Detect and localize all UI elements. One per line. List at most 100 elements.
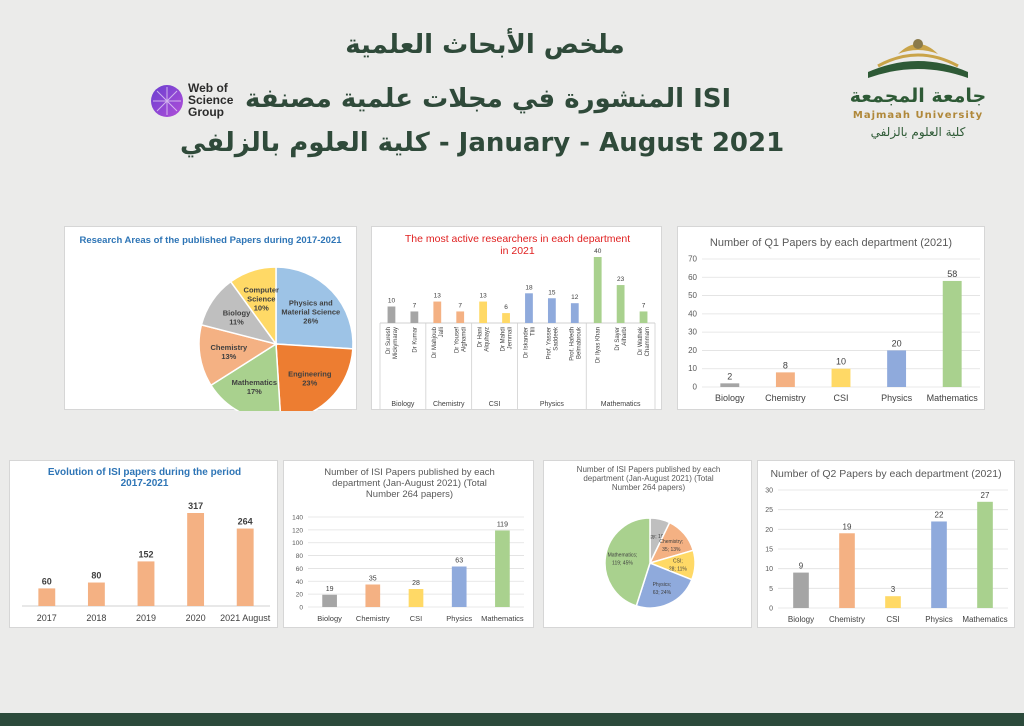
- group-label: Biology: [391, 401, 414, 408]
- isi-dept-bar-chart: 0 20 40 60 80 100 120 140 19 Biology 35 Chemistry 28…: [292, 515, 524, 623]
- researcher-name: Dr Mahjoub: [432, 326, 438, 358]
- web-of-science-logo: Web of Science Group: [150, 82, 245, 122]
- bar-value-label: 3: [891, 585, 896, 594]
- group-label: Physics: [540, 401, 565, 408]
- bar-value-label: 28: [412, 580, 420, 587]
- y-tick-label: 60: [688, 273, 697, 282]
- researcher-name: Dr Wathek: [638, 326, 644, 355]
- bar-value-label: 35: [369, 576, 377, 583]
- q1-panel: Number of Q1 Papers by each department (…: [677, 226, 985, 410]
- university-logo: جامعة المجمعة Majmaah University كلية ال…: [838, 30, 998, 145]
- pie-slice-3: [635, 562, 693, 609]
- wos-disc-icon: [151, 85, 183, 117]
- bar-value-label: 8: [783, 360, 788, 370]
- y-tick-label: 70: [688, 255, 697, 264]
- bar-value-label: 19: [326, 586, 334, 593]
- pie-slice-label-1: 35; 13%: [662, 547, 681, 553]
- pie-slice-label-2: Mathematics: [232, 378, 277, 387]
- pie-slice-label-4: 119; 45%: [612, 561, 633, 567]
- pie-slice-label-1: Chemistry;: [659, 539, 683, 545]
- pie-slice-label-2: CSI;: [673, 558, 683, 564]
- bar-physics: [451, 566, 467, 607]
- bar-physics: [931, 521, 947, 608]
- pie-slice-label-4: Mathematics;: [608, 553, 638, 559]
- pie-slice-label-2: 28; 11%: [669, 566, 688, 572]
- group-label: CSI: [489, 401, 501, 408]
- bar-value-label: 7: [458, 302, 462, 309]
- category-label: Biology: [715, 393, 745, 403]
- pie-slice-label-3: Physics;: [653, 582, 672, 588]
- pie-slice-label-5: 10%: [254, 304, 269, 313]
- pie-slice-label-5: Science: [247, 295, 275, 304]
- bar-value-label: 12: [571, 294, 579, 301]
- researcher-name: Prof. Hafedh: [569, 327, 575, 361]
- researcher-bar: [570, 303, 579, 323]
- bar-2021-august: [236, 528, 254, 606]
- y-tick-label: 30: [765, 488, 773, 495]
- bar-value-label: 6: [504, 304, 508, 311]
- bar-2020: [187, 513, 205, 606]
- evolution-bar-chart: 60 2017 80 2018 152 2019 317 2020 264 2021 August: [22, 501, 271, 623]
- pie-slice-label-1: Engineering: [288, 369, 332, 378]
- bar-csi: [831, 368, 851, 387]
- category-label: Physics: [881, 393, 913, 403]
- bar-value-label: 9: [799, 562, 804, 571]
- bar-value-label: 7: [413, 302, 417, 309]
- pie-slice-2: [209, 342, 281, 411]
- bar-csi: [885, 596, 901, 608]
- pie-slice-1: [275, 343, 354, 411]
- bar-value-label: 40: [594, 248, 602, 255]
- category-label: Physics: [446, 614, 472, 623]
- researcher-name: Dr Kumar: [412, 327, 418, 353]
- bar-value-label: 7: [642, 302, 646, 309]
- researcher-name: Prof. Yasser: [546, 327, 552, 359]
- category-label: Biology: [788, 615, 814, 624]
- bar-mathematics: [495, 530, 510, 607]
- y-tick-label: 30: [688, 328, 697, 337]
- researcher-name: Dr Iskander: [523, 327, 529, 358]
- bar-2018: [87, 582, 105, 606]
- pie-slice-0: [275, 266, 354, 350]
- bar-value-label: 152: [138, 549, 153, 559]
- pie-slice-label-0: Biology; 19; 7%: [639, 534, 674, 540]
- research-areas-panel: Research Areas of the published Papers d…: [64, 226, 357, 411]
- category-label: 2019: [136, 613, 156, 623]
- researcher-name: Alquhayz: [485, 327, 491, 352]
- category-label: Biology: [317, 614, 342, 623]
- y-tick-label: 15: [765, 547, 773, 554]
- y-tick-label: 25: [765, 507, 773, 514]
- y-tick-label: 140: [292, 515, 303, 522]
- bar-value-label: 80: [91, 571, 101, 581]
- y-tick-label: 10: [688, 364, 697, 373]
- wos-line2: Science: [188, 93, 234, 107]
- pie-slice-label-1: 23%: [302, 378, 317, 387]
- y-tick-label: 50: [688, 291, 697, 300]
- researcher-bar: [479, 301, 488, 323]
- researcher-name: Alharbi: [622, 327, 628, 346]
- pie-slice-label-2: 17%: [247, 387, 262, 396]
- researcher-name: Jalli: [439, 327, 445, 337]
- researcher-name: Dr Yousef: [455, 327, 461, 353]
- researcher-name: Alghamdi: [462, 327, 468, 352]
- category-label: Mathematics: [962, 615, 1007, 624]
- isi-dept-panel: Number of ISI Papers published by each d…: [283, 460, 534, 628]
- pie-slice-label-0: Physics and: [289, 298, 333, 307]
- bar-biology: [322, 594, 337, 607]
- bar-csi: [408, 589, 424, 607]
- y-tick-label: 5: [769, 586, 773, 593]
- page-period: كلية العلوم بالزلفي - January - August 2…: [180, 128, 785, 158]
- wos-line1: Web of: [188, 81, 228, 95]
- researcher-name: Dr Suresh: [386, 327, 392, 354]
- researcher-name: Belmabrouk: [576, 326, 582, 359]
- wos-text: Web of Science Group: [188, 82, 233, 118]
- researchers-panel: The most active researchers in each depa…: [371, 226, 662, 410]
- category-label: Chemistry: [765, 393, 806, 403]
- bar-value-label: 13: [480, 293, 488, 300]
- pie-slice-5: [229, 266, 277, 347]
- university-name-english: Majmaah University: [852, 110, 984, 121]
- y-tick-label: 20: [688, 346, 697, 355]
- bar-value-label: 10: [836, 357, 846, 367]
- wos-line3: Group: [188, 105, 224, 119]
- q2-bar-chart: 0 5 10 15 20 25 30 9 Biology 19 Chemistry 3 CSI 22 Phy…: [765, 488, 1008, 624]
